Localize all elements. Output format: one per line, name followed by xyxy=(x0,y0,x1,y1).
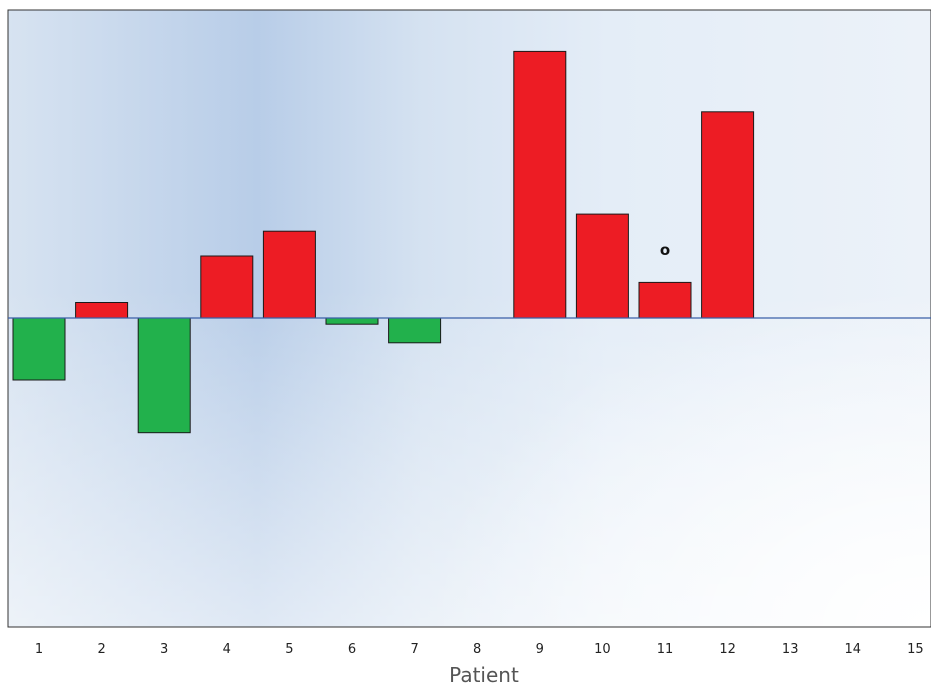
bar-patient-7 xyxy=(388,317,442,344)
x-tick-label-11: 11 xyxy=(657,642,674,657)
x-tick-label-10: 10 xyxy=(594,642,611,657)
x-tick-label-13: 13 xyxy=(782,642,799,657)
x-tick-label-12: 12 xyxy=(719,642,736,657)
x-tick-label-4: 4 xyxy=(223,642,231,657)
bar-patient-3 xyxy=(137,317,191,434)
annotation-marker: o xyxy=(660,241,670,259)
x-tick-label-15: 15 xyxy=(907,642,924,657)
bars-group xyxy=(12,50,755,434)
x-tick-label-9: 9 xyxy=(536,642,544,657)
x-tick-label-7: 7 xyxy=(410,642,418,657)
x-axis-title: Patient xyxy=(449,663,519,687)
x-tick-label-5: 5 xyxy=(285,642,293,657)
bar-patient-10 xyxy=(575,213,629,319)
bar-patient-5 xyxy=(262,230,316,319)
bar-patient-12 xyxy=(701,111,755,319)
bar-patient-2 xyxy=(75,302,129,319)
annotations-group: o xyxy=(660,241,670,259)
bar-patient-4 xyxy=(200,255,254,319)
x-tick-label-6: 6 xyxy=(348,642,356,657)
x-tick-label-2: 2 xyxy=(97,642,105,657)
x-tick-label-14: 14 xyxy=(845,642,862,657)
x-tick-label-1: 1 xyxy=(35,642,43,657)
bar-patient-11 xyxy=(638,281,692,319)
bar-patient-6 xyxy=(325,317,379,325)
bar-patient-1 xyxy=(12,317,66,381)
x-tick-labels: 1 2 3 4 5 6 7 8 9 10 11 12 13 14 15 xyxy=(35,642,924,657)
bar-patient-9 xyxy=(513,50,567,319)
x-tick-label-3: 3 xyxy=(160,642,168,657)
x-tick-label-8: 8 xyxy=(473,642,481,657)
